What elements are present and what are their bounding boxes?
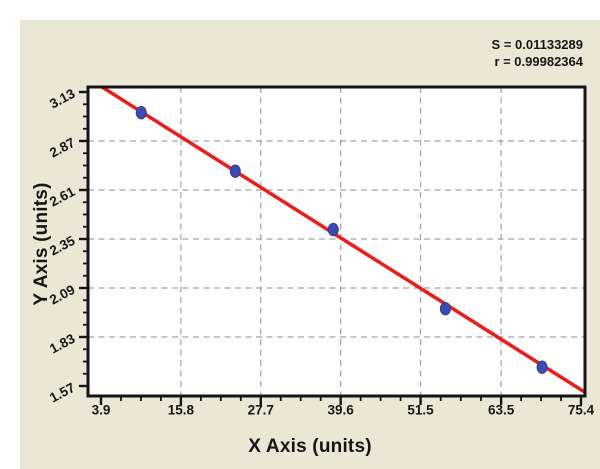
stat-standard-error: S = 0.01133289 (491, 37, 583, 52)
axis-ticks (79, 90, 583, 405)
data-point (135, 106, 147, 120)
x-tick-label: 75.4 (568, 403, 595, 418)
gridlines (88, 87, 585, 396)
data-points (135, 106, 548, 374)
fit-statistics: S = 0.01133289 r = 0.99982364 (492, 36, 583, 70)
x-tick-label: 63.5 (488, 403, 515, 418)
plot-frame (86, 85, 587, 398)
x-axis-title: X Axis (units) (248, 436, 372, 457)
x-tick-label: 39.6 (328, 403, 355, 418)
x-tick-label: 3.9 (92, 403, 111, 418)
data-point (229, 164, 241, 178)
data-point (327, 222, 339, 237)
x-tick-label: 27.7 (248, 403, 274, 418)
stat-correlation: r = 0.99982364 (494, 54, 583, 69)
data-point (536, 360, 548, 374)
x-tick-label: 51.5 (407, 403, 434, 418)
plot-area (88, 87, 585, 396)
y-axis-title: Y Axis (units) (31, 182, 52, 306)
data-point (439, 302, 451, 316)
x-tick-label: 15.8 (168, 403, 195, 418)
